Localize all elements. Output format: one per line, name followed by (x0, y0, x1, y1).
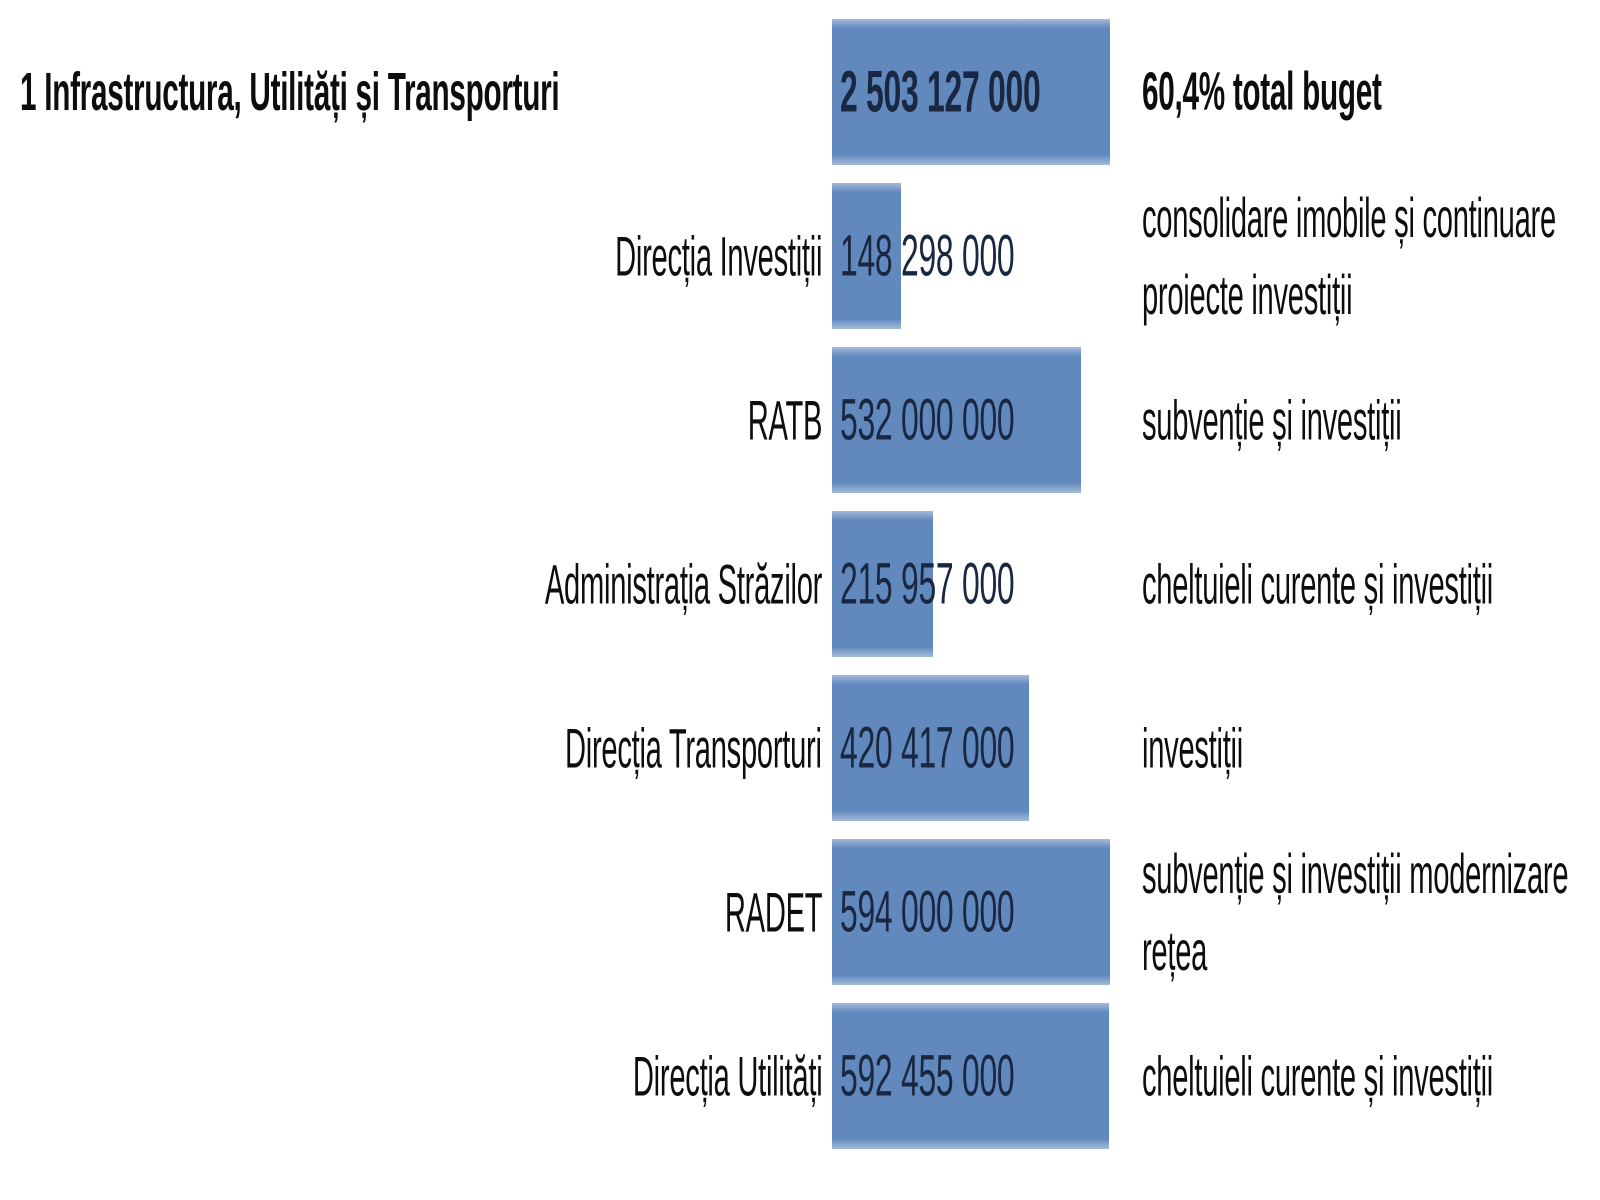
category-label: RATB (747, 388, 823, 452)
category-label: Direcția Investiții (614, 224, 822, 288)
annotation-line: proiecte investiții (1142, 263, 1353, 326)
chart-row: RADET 594 000 000 subvenție și investiți… (0, 830, 1600, 994)
total-percent-note: 60,4% total buget (1142, 54, 1382, 131)
chart-row: Direcția Transporturi 420 417 000 invest… (0, 666, 1600, 830)
row-annotation: cheltuieli curente și investiții (1142, 546, 1493, 623)
row-annotation: cheltuieli curente și investiții (1142, 1038, 1493, 1115)
chart-row: Administrația Străzilor 215 957 000 chel… (0, 502, 1600, 666)
annotation-line: 60,4% total buget (1142, 61, 1382, 122)
category-label: Administrația Străzilor (544, 552, 822, 616)
bar-value-label: 215 957 000 (840, 551, 1015, 617)
value-bar (832, 839, 1110, 985)
category-label: RADET (724, 880, 823, 944)
bar-value-label: 148 298 000 (840, 223, 1015, 289)
annotation-line: cheltuieli curente și investiții (1142, 1044, 1493, 1108)
annotation-line: subvenție și investiții (1142, 388, 1402, 452)
bar-value-label: 420 417 000 (840, 715, 1015, 781)
chart-row: 1 Infrastructura, Utilități și Transport… (0, 10, 1600, 174)
bar-value-label: 592 455 000 (840, 1043, 1015, 1109)
annotation-line: cheltuieli curente și investiții (1142, 552, 1493, 616)
category-label: Direcția Transporturi (565, 716, 822, 780)
chart-row: Direcția Investiții 148 298 000 consolid… (0, 174, 1600, 338)
row-annotation: investiții (1142, 710, 1243, 787)
chart-row: Direcția Utilități 592 455 000 cheltuiel… (0, 994, 1600, 1158)
chart-row: RATB 532 000 000 subvenție și investiții (0, 338, 1600, 502)
value-bar (832, 675, 1029, 821)
annotation-line: investiții (1142, 716, 1243, 780)
bar-value-label: 594 000 000 (840, 879, 1015, 945)
row-annotation: consolidare imobile și continuare proiect… (1142, 179, 1556, 333)
value-bar (832, 1003, 1109, 1149)
annotation-line: consolidare imobile și continuare (1142, 186, 1556, 249)
row-annotation: subvenție și investiții (1142, 382, 1402, 459)
section-title: 1 Infrastructura, Utilități și Transport… (20, 62, 560, 122)
row-annotation: subvenție și investiții modernizare rețea (1142, 835, 1569, 989)
annotation-line: subvenție și investiții modernizare (1142, 842, 1569, 905)
value-bar (832, 511, 933, 657)
annotation-line: rețea (1142, 919, 1208, 982)
bar-value-label: 532 000 000 (840, 387, 1015, 453)
category-label: Direcția Utilități (632, 1044, 823, 1108)
value-bar (832, 347, 1081, 493)
total-value-label: 2 503 127 000 (840, 59, 1041, 125)
value-bar (832, 19, 1110, 165)
value-bar (832, 183, 901, 329)
